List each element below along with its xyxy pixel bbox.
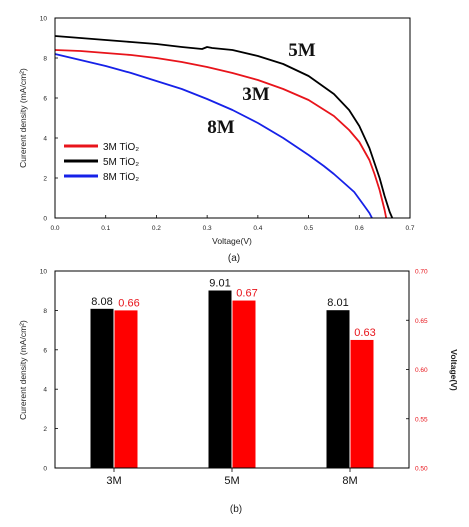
y-tick-label: 4 xyxy=(43,136,47,143)
data-label-current-density: 8.08 xyxy=(91,296,112,308)
right-y-tick-label: 0.65 xyxy=(415,318,428,325)
bar-voltage xyxy=(350,339,374,468)
y-tick-label: 8 xyxy=(43,56,47,63)
y-tick-label: 0 xyxy=(43,216,47,223)
bar-current-density xyxy=(90,308,114,468)
panel-a-y-ticks: 0 2 4 6 8 10 xyxy=(40,16,58,223)
bar-current-density xyxy=(326,310,350,468)
right-y-tick-label: 0.70 xyxy=(415,269,428,276)
left-y-tick-label: 2 xyxy=(43,426,47,433)
data-label-current-density: 8.01 xyxy=(327,297,348,309)
right-y-tick-label: 0.50 xyxy=(415,466,428,473)
panel-a-y-axis-title: Curerent density (mA/cm²) xyxy=(18,68,28,168)
panel-a-x-ticks: 0.0 0.1 0.2 0.3 0.4 0.5 0.6 0.7 xyxy=(50,215,415,232)
category-tick-label: 8M xyxy=(342,475,357,487)
legend-label-8m: 8M TiO₂ xyxy=(103,172,139,183)
legend-label-3m: 3M TiO₂ xyxy=(103,142,139,153)
panel-a-legend: 3M TiO₂ 5M TiO₂ 8M TiO₂ xyxy=(64,142,139,183)
bar-voltage xyxy=(114,310,138,468)
right-y-tick-label: 0.60 xyxy=(415,367,428,374)
x-tick-label: 0.7 xyxy=(405,225,414,232)
jv-curve-3m xyxy=(54,49,388,219)
y-tick-label: 6 xyxy=(43,96,47,103)
data-label-voltage: 0.66 xyxy=(118,297,139,309)
x-tick-label: 0.6 xyxy=(355,225,364,232)
panel-b-caption: (b) xyxy=(230,504,242,515)
panel-a-plot-frame xyxy=(54,17,411,219)
legend-label-5m: 5M TiO₂ xyxy=(103,157,139,168)
x-tick-label: 0.3 xyxy=(203,225,212,232)
panel-b-bar-chart: 0 2 4 6 8 10 0.50 0.55 0.60 0.65 0.70 3M 5M 8M 8.08… xyxy=(18,269,459,516)
category-tick-label: 5M xyxy=(224,475,239,487)
left-y-tick-label: 0 xyxy=(43,466,47,473)
panel-a-x-axis-title: Voltage(V) xyxy=(212,236,252,246)
x-tick-label: 0.0 xyxy=(50,225,59,232)
panel-b-y2-axis-title: Voltage(V) xyxy=(449,349,459,391)
left-y-tick-label: 8 xyxy=(43,308,47,315)
panel-a-caption: (a) xyxy=(228,253,240,264)
panel-b-left-y-ticks: 0 2 4 6 8 10 xyxy=(40,269,58,473)
data-label-voltage: 0.63 xyxy=(354,327,375,339)
category-tick-label: 3M xyxy=(106,475,121,487)
annotation-3m: 3M xyxy=(242,84,270,105)
y-tick-label: 2 xyxy=(43,176,47,183)
panel-b-bars xyxy=(90,290,374,468)
jv-curve-5m xyxy=(54,35,394,219)
right-y-tick-label: 0.55 xyxy=(415,416,428,423)
panel-b-y-axis-title: Curerent density (mA/cm²) xyxy=(18,320,28,420)
x-tick-label: 0.5 xyxy=(304,225,313,232)
jv-series-group xyxy=(54,35,394,219)
bar-voltage xyxy=(232,300,256,468)
data-label-voltage: 0.67 xyxy=(236,288,257,300)
x-tick-label: 0.4 xyxy=(253,225,262,232)
left-y-tick-label: 4 xyxy=(43,387,47,394)
panel-b-data-labels: 8.08 0.66 9.01 0.67 8.01 0.63 xyxy=(91,278,375,339)
y-tick-label: 10 xyxy=(40,16,48,23)
left-y-tick-label: 10 xyxy=(40,269,48,276)
panel-a-jv-curves: 0.0 0.1 0.2 0.3 0.4 0.5 0.6 0.7 0 2 4 6 8 10 Voltage… xyxy=(18,16,415,265)
data-label-current-density: 9.01 xyxy=(209,278,230,290)
jv-curve-8m xyxy=(54,53,373,219)
annotation-8m: 8M xyxy=(207,117,235,138)
panel-b-right-y-ticks: 0.50 0.55 0.60 0.65 0.70 xyxy=(406,269,428,473)
bar-current-density xyxy=(208,290,232,468)
panel-b-category-ticks: 3M 5M 8M xyxy=(106,468,358,487)
annotation-5m: 5M xyxy=(288,40,316,61)
x-tick-label: 0.1 xyxy=(101,225,110,232)
left-y-tick-label: 6 xyxy=(43,347,47,354)
x-tick-label: 0.2 xyxy=(152,225,161,232)
